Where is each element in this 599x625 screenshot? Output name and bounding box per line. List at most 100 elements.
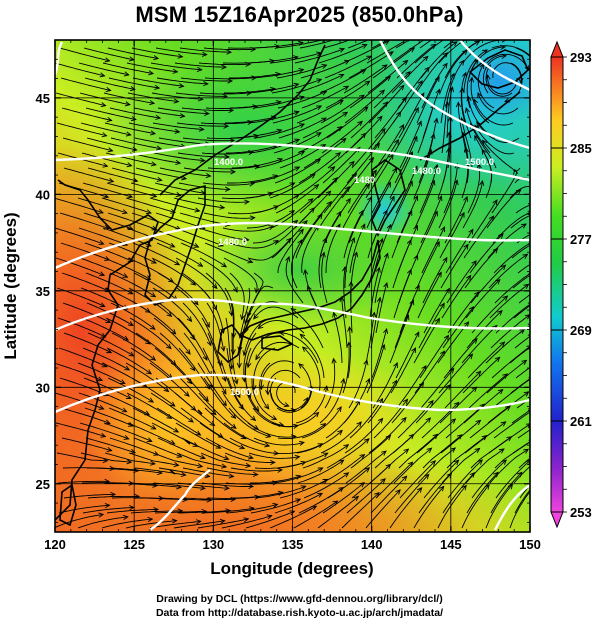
streamline [87, 495, 140, 499]
streamline [182, 302, 212, 346]
streamline [370, 139, 399, 184]
streamline-arrow [442, 256, 448, 263]
streamline [414, 40, 445, 64]
streamline [154, 182, 206, 194]
streamline-arrow [329, 166, 336, 172]
credit-line-1: Drawing by DCL (https://www.gfd-dennou.o… [156, 593, 443, 605]
streamline [343, 210, 364, 259]
streamline [422, 257, 448, 304]
streamline [84, 77, 135, 90]
streamline [441, 448, 480, 484]
streamline [106, 509, 159, 514]
streamline [228, 407, 271, 438]
streamline-arrow [374, 142, 380, 149]
streamline-arrow [223, 455, 230, 461]
streamline-arrow [243, 236, 250, 243]
streamline-arrow [502, 373, 509, 379]
streamline [246, 392, 284, 426]
streamline [320, 421, 362, 454]
streamline-arrow [235, 392, 241, 399]
colorbar-label: 269 [570, 323, 592, 338]
streamline [274, 158, 321, 184]
streamline [101, 518, 153, 529]
streamline [231, 491, 283, 499]
streamline [176, 122, 229, 127]
streamline-arrow [174, 260, 181, 266]
streamline-arrow [320, 251, 326, 258]
streamline-arrow [523, 391, 530, 397]
streamline-arrow [221, 262, 228, 268]
streamline-arrow [381, 450, 387, 456]
streamline-arrow [173, 462, 180, 468]
height-contours [55, 40, 530, 531]
streamline [345, 450, 387, 484]
streamline-arrow [498, 233, 504, 239]
streamline-arrow [220, 345, 226, 352]
streamline-arrow [383, 252, 389, 259]
streamline-arrow [459, 211, 465, 218]
streamline-arrow [129, 86, 136, 92]
streamline-arrow [244, 318, 249, 325]
streamline [132, 407, 179, 433]
streamline-arrow [300, 485, 307, 491]
streamline-arrow [340, 137, 347, 144]
streamline-arrow [184, 391, 190, 397]
streamline-arrow [530, 56, 535, 61]
x-tick-label: 145 [440, 537, 462, 552]
streamline-arrow [435, 88, 441, 95]
streamline [247, 83, 299, 94]
streamline [477, 63, 495, 109]
streamline-arrow [299, 123, 306, 129]
streamline-arrow [395, 489, 401, 495]
streamline-arrow [474, 134, 480, 141]
streamline-arrow [366, 55, 373, 61]
streamline-arrow [497, 309, 503, 316]
streamline-arrow [175, 192, 182, 198]
streamline [303, 472, 349, 499]
streamline [229, 272, 245, 320]
streamline-arrow [150, 424, 157, 430]
streamline-arrow [430, 133, 436, 140]
streamline-arrow [294, 138, 301, 144]
streamline-arrow [204, 110, 210, 116]
streamline-arrow [230, 169, 237, 175]
streamline-arrow [436, 271, 442, 278]
streamline-arrow [316, 105, 323, 111]
streamline-arrow [501, 53, 508, 59]
streamline [200, 287, 224, 334]
streamline-arrow [521, 359, 528, 365]
streamline-arrow [446, 472, 453, 479]
streamline-arrow [364, 80, 371, 86]
streamline-arrow [463, 146, 469, 153]
streamline [419, 164, 438, 214]
streamline [227, 377, 256, 421]
streamline [180, 407, 224, 438]
streamline-arrow [433, 117, 439, 124]
streamline-arrow [380, 128, 386, 134]
streamline [156, 242, 203, 267]
streamline [367, 380, 397, 424]
streamline-arrow [306, 285, 312, 292]
streamline-arrow [343, 472, 350, 478]
streamline-arrow [345, 34, 350, 38]
streamline-arrow [343, 444, 350, 450]
streamline-arrow [126, 459, 133, 465]
streamline [174, 227, 224, 247]
contour-label: 1400.0 [214, 157, 243, 168]
streamline-arrow [265, 389, 271, 396]
streamline-arrow [99, 72, 106, 78]
streamline-arrow [520, 223, 527, 229]
streamline-arrow [146, 437, 153, 443]
streamline [180, 242, 227, 268]
streamline [285, 256, 304, 304]
streamline-arrow [107, 147, 114, 153]
streamline-arrow [221, 64, 228, 70]
streamline [55, 92, 106, 107]
streamline [106, 347, 152, 375]
streamline [416, 241, 440, 289]
streamline-arrow [432, 433, 439, 440]
streamline [463, 49, 488, 94]
streamline-arrow [379, 89, 386, 96]
streamline-arrow [440, 226, 446, 233]
streamline-arrow [421, 364, 427, 371]
